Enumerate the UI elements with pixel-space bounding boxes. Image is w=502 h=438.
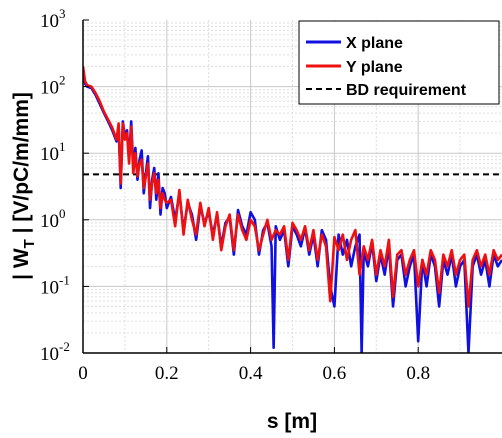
y-tick-label: 10-1 (40, 272, 70, 298)
x-tick-label: 0.2 (155, 363, 179, 384)
x-tick-label: 0.4 (239, 363, 263, 384)
y-tick-label: 103 (40, 6, 66, 32)
x-tick-label: 0.6 (323, 363, 347, 384)
y-tick-label: 101 (40, 139, 66, 165)
series-group (83, 66, 502, 353)
y-tick-label: 10-2 (40, 339, 70, 365)
y-tick-label: 102 (40, 73, 66, 99)
x-tick-label: 0 (78, 363, 88, 384)
legend-box (298, 20, 500, 105)
grid (83, 20, 502, 353)
axes (82, 19, 502, 354)
x-tick-label: 0.8 (406, 363, 430, 384)
x-axis-label: s [m] (267, 410, 317, 433)
tick-labels: 0 0.2 0.4 0.6 0.8 10-2 10-1 100 101 102 103 (40, 6, 430, 384)
y-axis-label-subscript: T (21, 239, 38, 248)
legend: X plane Y plane BD requirement (298, 20, 500, 105)
y-axis-label-rest: | [V/pC/m/mm] (10, 92, 33, 239)
legend-label-y-plane: Y plane (346, 59, 403, 76)
series-line-y-plane (83, 66, 502, 308)
y-axis-label-main: | W (10, 248, 33, 280)
y-tick-label: 100 (40, 206, 66, 232)
legend-label-bd: BD requirement (346, 82, 467, 99)
y-axis-label: | WT | [V/pC/m/mm] (10, 92, 38, 280)
legend-label-x-plane: X plane (346, 35, 403, 52)
